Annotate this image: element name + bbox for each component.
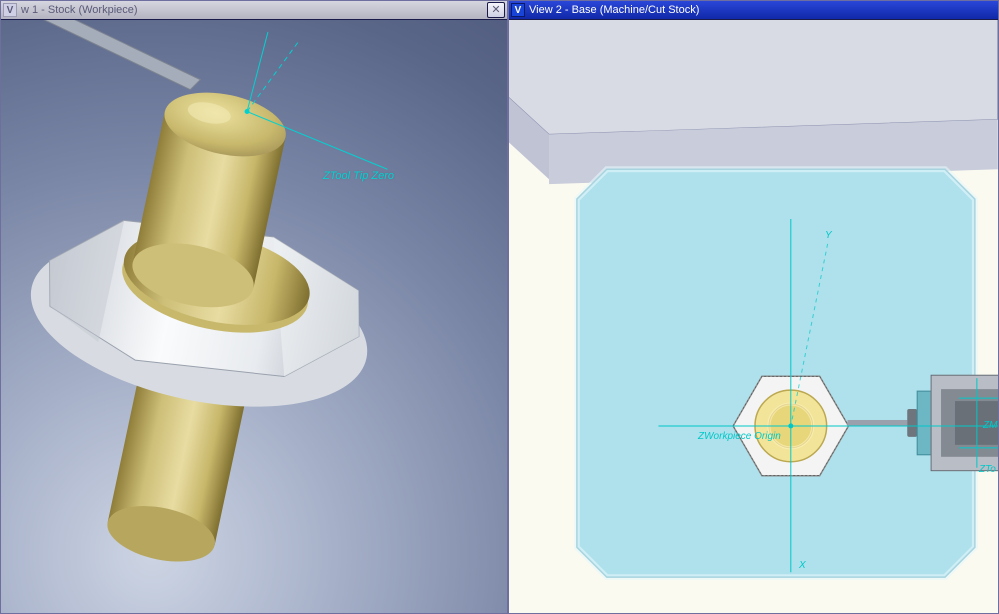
view1-titlebar[interactable]: V w 1 - Stock (Workpiece) ✕: [1, 1, 507, 19]
view1-title: w 1 - Stock (Workpiece): [21, 4, 487, 16]
view1-app-icon: V: [3, 3, 17, 17]
view2-annotation-zworkpiece-origin: ZWorkpiece Origin: [698, 431, 781, 442]
app-root: V w 1 - Stock (Workpiece) ✕: [0, 0, 999, 614]
view1-close-button[interactable]: ✕: [487, 2, 505, 18]
view1-viewport[interactable]: ZTool Tip Zero: [1, 19, 507, 613]
view2-axis-zto-label: ZTo: [979, 464, 996, 475]
view2-pane: V View 2 - Base (Machine/Cut Stock): [508, 0, 999, 614]
view2-titlebar[interactable]: V View 2 - Base (Machine/Cut Stock): [509, 1, 998, 19]
view2-axis-zm-label: ZM: [983, 420, 997, 431]
view2-title: View 2 - Base (Machine/Cut Stock): [529, 4, 996, 16]
view2-axis-x-label: X: [799, 560, 806, 571]
view1-annotation-ztool-tip-zero: ZTool Tip Zero: [323, 170, 394, 182]
view1-pane: V w 1 - Stock (Workpiece) ✕: [0, 0, 508, 614]
view1-scene: [1, 20, 507, 613]
view2-scene: [509, 20, 998, 613]
view2-axis-y-label: Y: [825, 230, 832, 241]
view2-app-icon: V: [511, 3, 525, 17]
close-icon: ✕: [491, 5, 500, 16]
view2-viewport[interactable]: ZWorkpiece Origin X Y ZM ZTo: [509, 19, 998, 613]
